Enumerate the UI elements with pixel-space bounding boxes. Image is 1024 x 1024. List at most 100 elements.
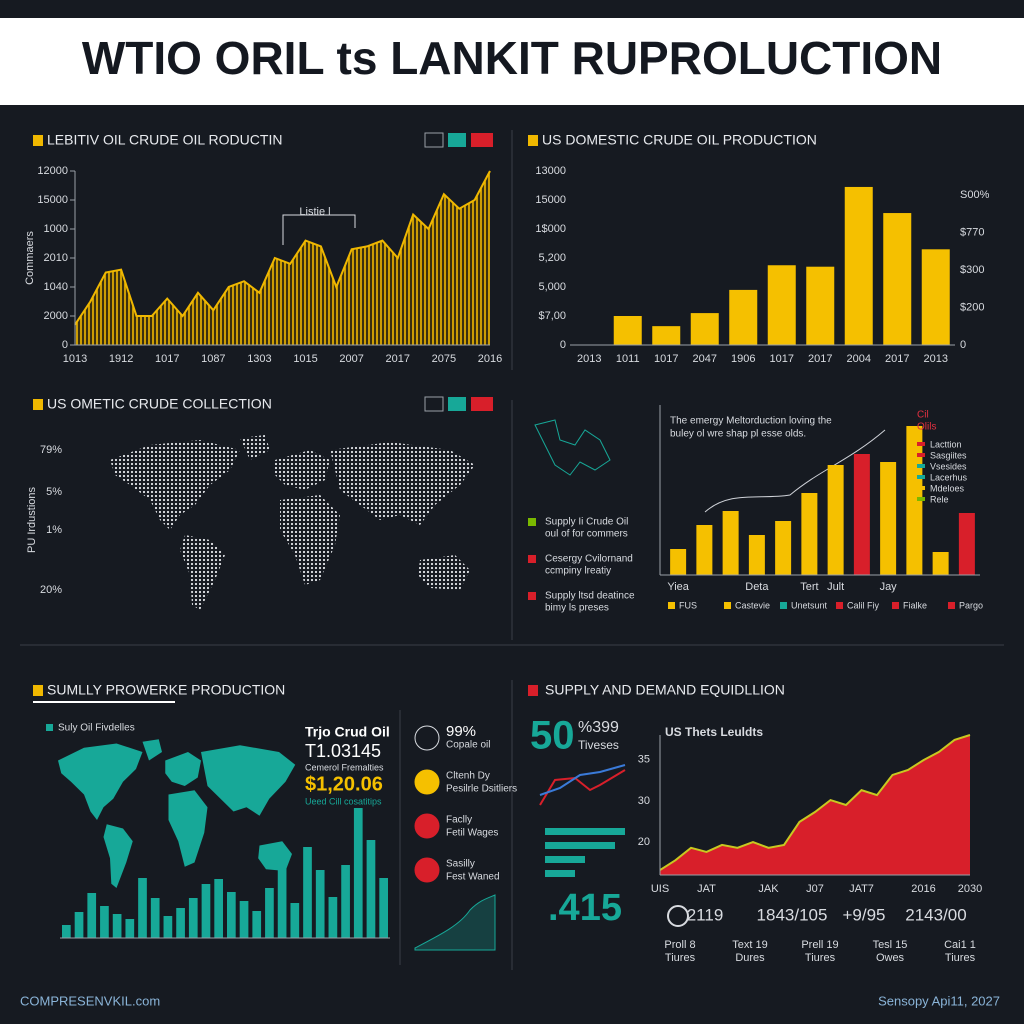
x-tick-label: 2030	[958, 883, 982, 895]
y-tick-label: 30	[638, 795, 650, 807]
legend-label: Mdeloes	[930, 483, 965, 493]
x-tick-label: 2017	[386, 353, 410, 365]
mini-line	[539, 764, 626, 796]
bar	[353, 808, 363, 938]
bar	[932, 552, 949, 575]
note: Supply ltsd deatince	[545, 591, 635, 602]
line	[659, 734, 971, 871]
line	[74, 170, 491, 326]
x-tick-label: 2007	[339, 353, 363, 365]
x-tick-label: UIS	[651, 883, 669, 895]
world-map	[110, 435, 475, 610]
bar	[112, 914, 122, 938]
x-tick-label: 1303	[247, 353, 271, 365]
annotation: Listie l	[299, 206, 330, 218]
legend-label: Fialke	[903, 600, 927, 610]
stat-value: 1843/105	[757, 905, 828, 924]
note: oul of for commers	[545, 529, 628, 540]
legend-box	[448, 133, 466, 147]
note: ccmpiny lreatiy	[545, 566, 611, 577]
y-tick-label: 1000	[44, 223, 68, 235]
side-text: Ueed Cill cosatitips	[305, 796, 382, 806]
x-tick-label: Deta	[745, 581, 769, 593]
panel-title: US DOMESTIC CRUDE OIL PRODUCTION	[542, 132, 817, 148]
y-tick-label: 12000	[37, 165, 68, 177]
side-text: T1.03145	[305, 741, 381, 761]
item-icon	[414, 769, 440, 795]
stat-label: Owes	[876, 952, 905, 964]
bar	[690, 313, 719, 345]
y-tick-label: 15000	[37, 194, 68, 206]
y-tick-label: $770	[960, 226, 984, 238]
metric: .415	[548, 887, 622, 929]
y-tick-label: 0	[62, 339, 68, 351]
x-tick-label: 1015	[293, 353, 317, 365]
stat-value: 2143/00	[905, 905, 966, 924]
y-tick-label: S00%	[960, 189, 990, 201]
legend-box	[424, 132, 444, 148]
y-tick-label: 5,000	[538, 281, 566, 293]
x-tick-label: 2047	[693, 353, 717, 365]
legend-swatch	[46, 724, 53, 731]
x-tick-label: Yiea	[667, 581, 689, 593]
item-text: Faclly	[446, 815, 472, 826]
bar	[827, 465, 844, 575]
note-marker	[528, 555, 536, 563]
legend-label: Unetsunt	[791, 600, 828, 610]
bar	[767, 265, 796, 345]
y-tick-label: 2010	[44, 252, 68, 264]
x-tick-label: 1017	[155, 353, 179, 365]
stat-icon	[667, 905, 689, 927]
chart-subtitle: US Thets Leuldts	[665, 725, 763, 739]
bar	[214, 879, 223, 938]
y-tick-label: 0	[960, 339, 966, 351]
title-marker	[33, 685, 43, 696]
side-label: 79%	[40, 444, 62, 456]
panel-title: SUPPLY AND DEMAND EQUIDLLION	[545, 682, 785, 698]
x-tick-label: JAK	[758, 883, 779, 895]
bar	[379, 878, 388, 938]
legend-box	[471, 133, 493, 147]
bar	[315, 870, 325, 938]
y-tick-label: $7,00	[538, 310, 566, 322]
legend-label: Rele	[930, 494, 949, 504]
y-tick-label: 5,200	[538, 252, 566, 264]
side-text: $1,20.06	[305, 773, 383, 795]
x-tick-label: Jult	[827, 581, 844, 593]
bar	[801, 493, 818, 575]
legend-swatch	[917, 453, 925, 457]
bar	[227, 892, 236, 938]
y-tick-label: $200	[960, 301, 984, 313]
bar	[303, 847, 312, 938]
legend-label: Castevie	[735, 600, 770, 610]
legend-swatch	[917, 486, 925, 490]
stat-label: Cai1 1	[944, 939, 976, 951]
y-tick-label: 2000	[44, 310, 68, 322]
bar	[138, 878, 147, 938]
bar	[201, 884, 211, 938]
note-marker	[528, 518, 536, 526]
legend-swatch	[836, 602, 843, 609]
panel-title: LEBITIV OIL CRUDE OIL RODUCTIN	[47, 132, 282, 148]
legend-swatch	[917, 442, 925, 446]
legend-label: Calil Fiy	[847, 600, 880, 610]
bar	[613, 316, 642, 345]
bar	[853, 454, 870, 575]
bar	[806, 266, 835, 345]
bar	[74, 912, 84, 938]
bar	[366, 840, 376, 938]
item-text: Cltenh Dy	[446, 771, 490, 782]
stat-label: Prell 19	[801, 939, 838, 951]
legend-swatch	[668, 602, 675, 609]
bar	[239, 901, 249, 938]
stat-value: 2119	[687, 905, 724, 924]
legend-box	[424, 396, 444, 412]
legend-label: Pargo	[959, 600, 983, 610]
x-tick-label: 2016	[911, 883, 935, 895]
x-tick-label: Tert	[800, 581, 818, 593]
bar	[188, 898, 198, 938]
bar	[775, 521, 792, 575]
stat-label: Text 19	[732, 939, 767, 951]
bar	[883, 213, 912, 345]
